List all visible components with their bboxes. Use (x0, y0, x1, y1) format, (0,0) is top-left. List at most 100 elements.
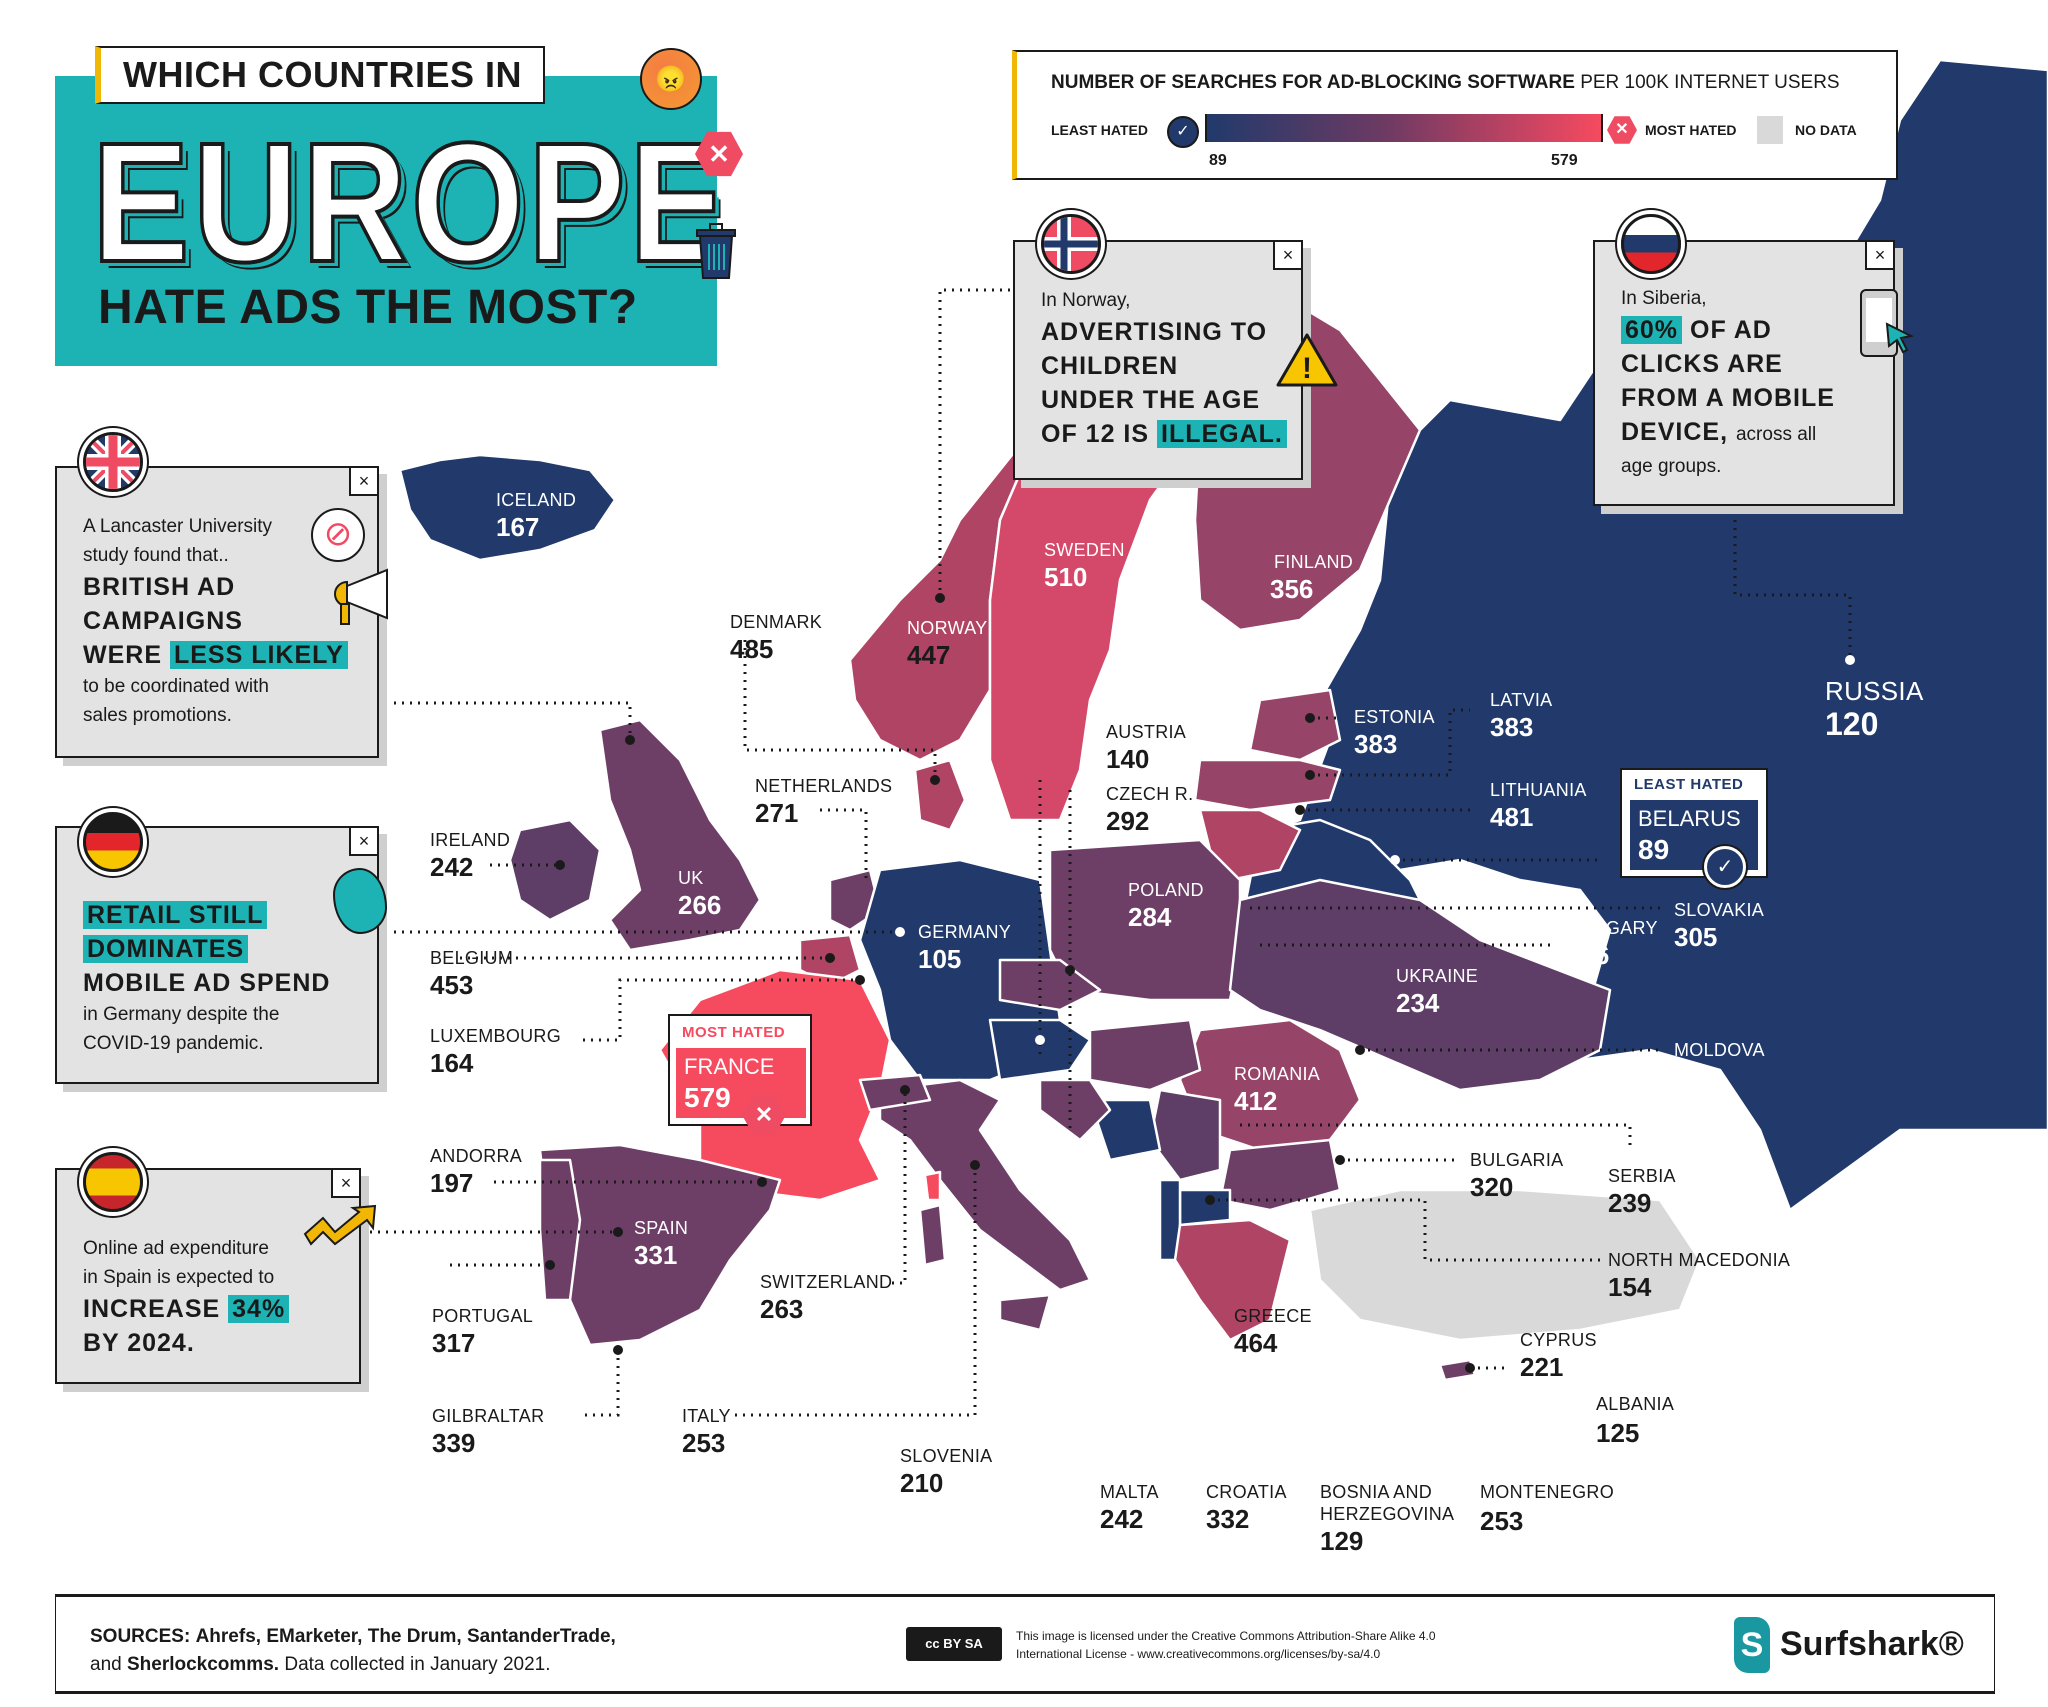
label-portugal: PORTUGAL (432, 1306, 534, 1326)
region-croatia (1038, 1078, 1112, 1142)
label-bulgaria: BULGARIA (1470, 1150, 1564, 1170)
label-slovakia: SLOVAKIA (1674, 900, 1765, 920)
value-albania: 125 (1596, 1418, 1640, 1448)
check-icon: ✓ (1704, 846, 1746, 888)
highlight: LESS LIKELY (169, 641, 348, 669)
badge-country: BELARUS (1638, 806, 1741, 831)
uk-fact-card: × A Lancaster University study found tha… (55, 432, 388, 758)
label-hungary: HUNGARY (1566, 918, 1658, 938)
highlight: 34% (228, 1295, 290, 1323)
label-serbia: SERBIA (1608, 1166, 1676, 1186)
region-bosnia (1088, 1098, 1162, 1162)
value-cyprus: 221 (1520, 1352, 1564, 1382)
least-hated-badge: LEAST HATED BELARUS 89 ✓ (1620, 768, 1768, 888)
uk-card-bold1: BRITISH AD (83, 573, 236, 601)
value-sweden: 510 (1044, 562, 1088, 592)
label-uk: UK (678, 868, 704, 888)
region-sicily (998, 1293, 1052, 1332)
value-belgium: 453 (430, 970, 474, 1000)
label-estonia: ESTONIA (1354, 707, 1435, 727)
check-icon: ✓ (1167, 116, 1199, 148)
russia-card-text: age groups. (1621, 456, 1722, 477)
value-north-macedonia: 154 (1608, 1272, 1652, 1302)
label-bosnia-line2: HERZEGOVINA (1320, 1504, 1455, 1524)
close-button[interactable]: × (349, 466, 379, 496)
legend-gradient-bar (1205, 114, 1603, 142)
value-lithuania: 481 (1490, 802, 1534, 832)
badge-value: 579 (684, 1082, 731, 1113)
close-button[interactable]: × (1273, 240, 1303, 270)
norway-card-intro: In Norway, (1041, 290, 1131, 311)
region-greece (1173, 1218, 1292, 1342)
virus-icon (333, 868, 387, 934)
value-norway: 447 (907, 640, 951, 670)
spain-fact-card: × Online ad expenditure in Spain is expe… (55, 1152, 377, 1384)
value-austria: 140 (1106, 744, 1150, 774)
angry-face-icon: 😠 (640, 48, 702, 110)
russia-card-bold3: FROM A MOBILE (1621, 384, 1835, 412)
megaphone-icon (327, 568, 397, 625)
label-czech: CZECH R. (1106, 784, 1194, 804)
norway-flag-icon (1041, 214, 1101, 274)
region-sardinia (918, 1203, 947, 1267)
highlight: ILLEGAL. (1157, 420, 1287, 448)
sources-text: SOURCES: Ahrefs, EMarketer, The Drum, Sa… (90, 1626, 616, 1675)
value-netherlands: 271 (755, 798, 799, 828)
trash-can-icon (696, 223, 736, 279)
license-text: This image is licensed under the Creativ… (1016, 1629, 1436, 1661)
value-slovakia: 305 (1674, 922, 1718, 952)
close-button[interactable]: × (349, 826, 379, 856)
uk-flag-icon (83, 432, 143, 492)
no-sign-icon: ⊘ (311, 508, 365, 562)
label-moldova: MOLDOVA (1674, 1040, 1765, 1060)
germany-fact-card: × RETAIL STILL DOMINATES MOBILE AD SPEND… (55, 812, 387, 1084)
value-ukraine: 234 (1396, 988, 1440, 1018)
label-greece: GREECE (1234, 1306, 1312, 1326)
label-switzerland: SWITZERLAND (760, 1272, 893, 1292)
value-portugal: 317 (432, 1328, 476, 1358)
label-luxembourg: LUXEMBOURG (430, 1026, 562, 1046)
germany-card-text2: COVID-19 pandemic. (83, 1033, 264, 1054)
label-lithuania: LITHUANIA (1490, 780, 1587, 800)
close-button[interactable]: × (1865, 240, 1895, 270)
value-romania: 412 (1234, 1086, 1278, 1116)
value-denmark: 485 (730, 634, 774, 664)
uk-card-bold2: CAMPAIGNS (83, 607, 243, 635)
value-latvia: 383 (1490, 712, 1534, 742)
close-button[interactable]: × (331, 1168, 361, 1198)
trend-up-arrow-icon (303, 1204, 377, 1246)
label-gibraltar: GILBRALTAR (432, 1406, 545, 1426)
region-macedonia (1178, 1188, 1232, 1227)
value-estonia: 383 (1354, 729, 1398, 759)
region-hungary (1088, 1018, 1202, 1092)
surfshark-mark-icon: S (1734, 1617, 1770, 1673)
value-bulgaria: 320 (1470, 1172, 1514, 1202)
region-denmark (913, 758, 967, 832)
region-latvia (1193, 758, 1342, 812)
region-estonia (1248, 688, 1342, 762)
uk-card-intro1: A Lancaster University (83, 516, 273, 537)
region-iceland (398, 453, 617, 562)
label-cyprus: CYPRUS (1520, 1330, 1597, 1350)
value-gibraltar: 339 (432, 1428, 476, 1458)
most-hated-badge: MOST HATED FRANCE 579 ✕ (668, 1014, 812, 1135)
svg-text:!: ! (1302, 352, 1312, 385)
legend-most-label: MOST HATED (1645, 122, 1737, 138)
norway-card-bold3: UNDER THE AGE (1041, 386, 1261, 414)
label-ireland: IRELAND (430, 830, 511, 850)
region-corsica (923, 1170, 942, 1202)
label-romania: ROMANIA (1234, 1064, 1321, 1084)
germany-flag-icon (83, 812, 143, 872)
value-serbia: 239 (1608, 1188, 1652, 1218)
badge-country: FRANCE (684, 1054, 775, 1079)
label-poland: POLAND (1128, 880, 1204, 900)
norway-card-bold1: ADVERTISING TO (1041, 318, 1268, 346)
spain-card-bold2: BY 2024. (83, 1329, 195, 1357)
value-poland: 284 (1128, 902, 1172, 932)
value-germany: 105 (918, 944, 962, 974)
uk-card-text2: sales promotions. (83, 705, 232, 726)
label-russia: RUSSIA (1825, 676, 1924, 706)
value-russia: 120 (1825, 706, 1879, 742)
russia-card-bold2: CLICKS ARE (1621, 350, 1783, 378)
mobile-click-icon (1860, 289, 1915, 357)
